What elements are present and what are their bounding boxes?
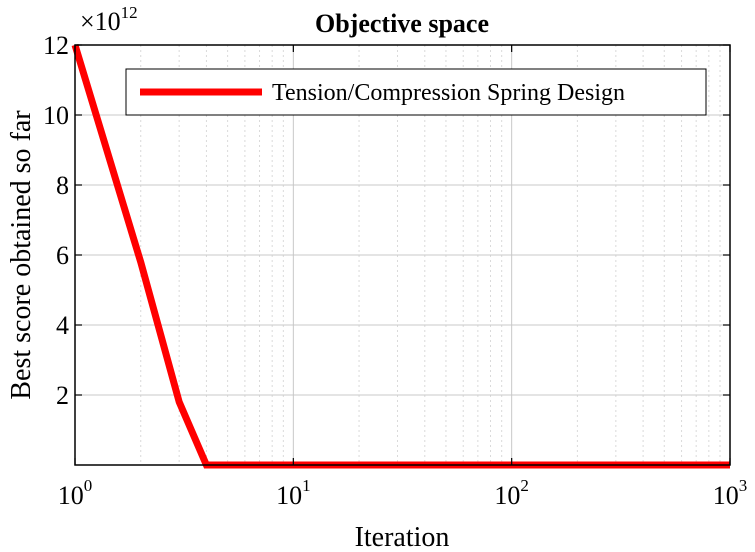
- legend-label: Tension/Compression Spring Design: [272, 80, 625, 106]
- y-tick-label: 6: [56, 241, 69, 270]
- y-multiplier-exponent: 12: [121, 3, 138, 22]
- y-tick-label: 2: [56, 381, 69, 410]
- y-tick-label: 12: [43, 31, 69, 60]
- y-tick-label: 10: [43, 101, 69, 130]
- y-multiplier-base: ×10: [80, 7, 121, 36]
- y-tick-label: 4: [56, 311, 69, 340]
- tick-layer: 100 101 102 103 2 4 6 8 10 12: [43, 31, 747, 510]
- y-tick-label: 8: [56, 171, 69, 200]
- y-axis-label: Best score obtained so far: [6, 110, 37, 400]
- x-axis-label: Iteration: [355, 522, 450, 552]
- legend: Tension/Compression Spring Design: [125, 68, 707, 116]
- y-multiplier: ×1012: [80, 3, 138, 36]
- x-tick-label: 101: [276, 476, 311, 510]
- chart-title: Objective space: [315, 9, 489, 38]
- x-tick-label: 102: [494, 476, 528, 510]
- x-tick-label: 103: [713, 476, 748, 510]
- x-tick-label: 100: [58, 476, 93, 510]
